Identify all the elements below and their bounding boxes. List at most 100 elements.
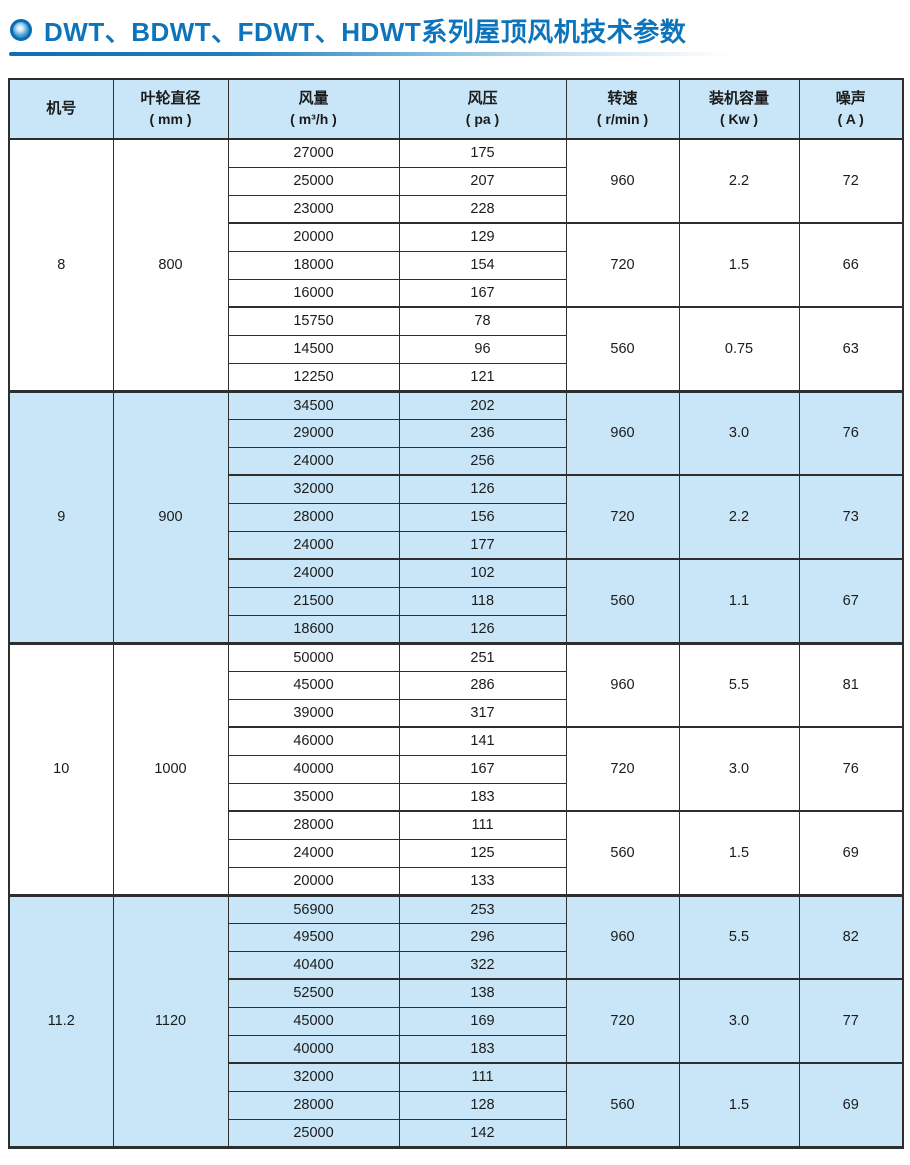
spec-row: 40000 183: [9, 1034, 903, 1064]
pressure-cell: 256: [398, 446, 567, 476]
pressure-cell: 183: [398, 1034, 567, 1064]
airflow-cell: 24000: [227, 558, 400, 588]
spec-row: 16000 167: [9, 278, 903, 308]
pressure-cell: 183: [398, 782, 567, 812]
spec-row: 24000 177: [9, 530, 903, 560]
spec-row: 49500 296: [9, 922, 903, 952]
airflow-cell: 49500: [227, 922, 400, 952]
column-header-unit: ( mm ): [149, 110, 192, 127]
power-cell: 0.75: [678, 306, 800, 393]
column-header-label: 机号: [46, 99, 77, 117]
noise-cell: 72: [798, 138, 904, 224]
spec-row: 21500 118: [9, 586, 903, 616]
spec-row: 46000 141 720 3.0 76: [9, 726, 904, 812]
spec-row: 11.2 1120 56900 253 960 5.5 82: [8, 894, 904, 1149]
speed-cell: 560: [565, 558, 680, 645]
speed-cell: 960: [565, 390, 680, 476]
power-cell: 1.5: [678, 222, 800, 308]
pressure-cell: 126: [398, 614, 567, 645]
noise-cell: 67: [798, 558, 904, 645]
airflow-cell: 28000: [227, 502, 400, 532]
spec-row: 28000 111 560 1.5 69: [9, 810, 904, 897]
spec-row: 14500 96: [9, 334, 903, 364]
speed-cell: 960: [565, 642, 680, 728]
pressure-cell: 253: [398, 894, 567, 924]
speed-cell: 720: [565, 978, 680, 1064]
airflow-cell: 52500: [227, 978, 400, 1008]
column-header-label: 风量: [298, 89, 329, 107]
fan-table-head: 机号 叶轮直径 ( mm ) 风量 ( m³/h ) 风压 ( pa ) 转速 ( r/min …: [8, 78, 904, 140]
speed-cell: 720: [565, 474, 680, 560]
spec-row: 32000 126 720 2.2 73: [9, 474, 904, 560]
pressure-cell: 167: [398, 278, 567, 308]
airflow-cell: 18600: [227, 614, 400, 645]
spec-row: 40400 322: [9, 950, 903, 980]
noise-cell: 77: [798, 978, 904, 1064]
noise-cell: 69: [798, 810, 904, 897]
spec-row: 25000 142: [9, 1118, 903, 1149]
diameter-cell: 1000: [112, 642, 229, 897]
spec-row: 39000 317: [9, 698, 903, 728]
noise-cell: 69: [798, 1062, 904, 1149]
noise-cell: 81: [798, 642, 904, 728]
title-underline: [9, 52, 747, 56]
noise-cell: 63: [798, 306, 904, 393]
column-header-label: 风压: [467, 89, 498, 107]
airflow-cell: 28000: [227, 810, 400, 840]
pressure-cell: 167: [398, 754, 567, 784]
power-cell: 1.5: [678, 1062, 800, 1149]
page-header: DWT、BDWT、FDWT、HDWT系列屋顶风机技术参数: [8, 13, 902, 47]
airflow-cell: 56900: [227, 894, 400, 924]
column-header-label: 装机容量: [708, 89, 769, 107]
model-cell: 9: [8, 390, 114, 645]
power-cell: 5.5: [678, 894, 800, 980]
bullseye-icon: [10, 19, 32, 41]
page-title: DWT、BDWT、FDWT、HDWT系列屋顶风机技术参数: [44, 16, 687, 47]
airflow-cell: 24000: [227, 446, 400, 476]
airflow-cell: 14500: [227, 334, 400, 364]
spec-row: 18600 126: [9, 614, 903, 645]
model-cell: 8: [8, 138, 114, 393]
pressure-cell: 78: [398, 306, 567, 336]
pressure-cell: 228: [398, 194, 567, 224]
speed-cell: 560: [565, 1062, 680, 1149]
spec-row: 18000 154: [9, 250, 903, 280]
power-cell: 3.0: [678, 978, 800, 1064]
column-header: 机号: [8, 78, 114, 140]
pressure-cell: 121: [398, 362, 567, 393]
spec-row: 20000 133: [9, 866, 903, 897]
airflow-cell: 50000: [227, 642, 400, 672]
pressure-cell: 102: [398, 558, 567, 588]
noise-cell: 73: [798, 474, 904, 560]
airflow-cell: 20000: [227, 866, 400, 897]
pressure-cell: 126: [398, 474, 567, 504]
speed-cell: 560: [565, 306, 680, 393]
power-cell: 2.2: [678, 138, 800, 224]
speed-cell: 720: [565, 222, 680, 308]
column-header-unit: ( pa ): [465, 110, 500, 127]
column-header-label: 叶轮直径: [140, 89, 201, 107]
spec-row: 15750 78 560 0.75 63: [9, 306, 904, 393]
pressure-cell: 141: [398, 726, 567, 756]
spec-row: 20000 129 720 1.5 66: [9, 222, 904, 308]
airflow-cell: 12250: [227, 362, 400, 393]
pressure-cell: 125: [398, 838, 567, 868]
pressure-cell: 202: [398, 390, 567, 420]
pressure-cell: 177: [398, 530, 567, 560]
column-header-unit: ( A ): [837, 110, 864, 127]
noise-cell: 76: [798, 390, 904, 476]
pressure-cell: 96: [398, 334, 567, 364]
spec-row: 32000 111 560 1.5 69: [9, 1062, 904, 1149]
pressure-cell: 286: [398, 670, 567, 700]
pressure-cell: 156: [398, 502, 567, 532]
column-header-unit: ( Kw ): [719, 110, 759, 127]
airflow-cell: 45000: [227, 670, 400, 700]
airflow-cell: 40000: [227, 754, 400, 784]
pressure-cell: 296: [398, 922, 567, 952]
pressure-cell: 207: [398, 166, 567, 196]
airflow-cell: 25000: [227, 166, 400, 196]
power-cell: 5.5: [678, 642, 800, 728]
header-row: 机号 叶轮直径 ( mm ) 风量 ( m³/h ) 风压 ( pa ) 转速 ( r/min …: [8, 78, 904, 140]
diameter-cell: 1120: [112, 894, 229, 1149]
